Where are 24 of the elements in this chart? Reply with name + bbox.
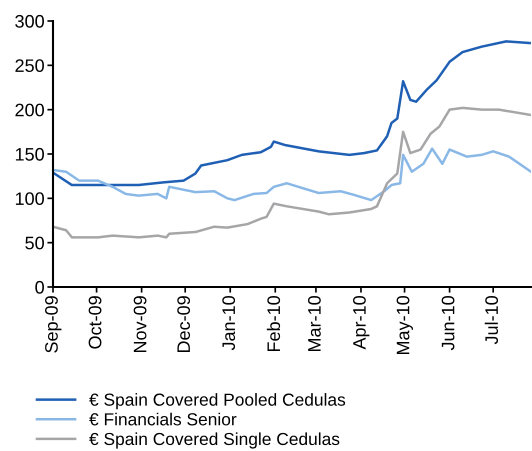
x-tick-label: Dec-09 [177, 296, 190, 352]
x-tick-label: Apr-10 [353, 296, 370, 350]
y-tick-label: 300 [15, 14, 44, 28]
y-tick-label: 0 [35, 280, 44, 294]
line-series [53, 106, 531, 239]
legend-label: € Financials Senior [89, 412, 236, 426]
x-tick-label: Sep-09 [45, 296, 62, 353]
line-series [53, 40, 531, 186]
x-tick-label: Jun-10 [442, 296, 454, 350]
y-tick-label: 200 [15, 104, 44, 116]
legend-label: € Spain Covered Single Cedulas [89, 432, 340, 449]
y-tick-label: 50 [25, 236, 44, 250]
x-tick-label: May-10 [396, 296, 413, 354]
legend-label: € Spain Covered Pooled Cedulas [89, 393, 346, 410]
x-tick-label: Jan-10 [222, 296, 236, 350]
x-tick-label: Oct-09 [88, 296, 102, 349]
y-tick-label: 100 [16, 192, 44, 206]
y-tick-label: 250 [15, 59, 44, 72]
x-tick-label: Nov-09 [134, 296, 146, 352]
line-series [53, 147, 531, 202]
x-tick-label: Feb-10 [266, 296, 280, 352]
x-tick-label: Jul-10 [484, 296, 498, 344]
x-tick-label: Mar-10 [308, 296, 321, 352]
y-tick-label: 150 [16, 148, 44, 161]
